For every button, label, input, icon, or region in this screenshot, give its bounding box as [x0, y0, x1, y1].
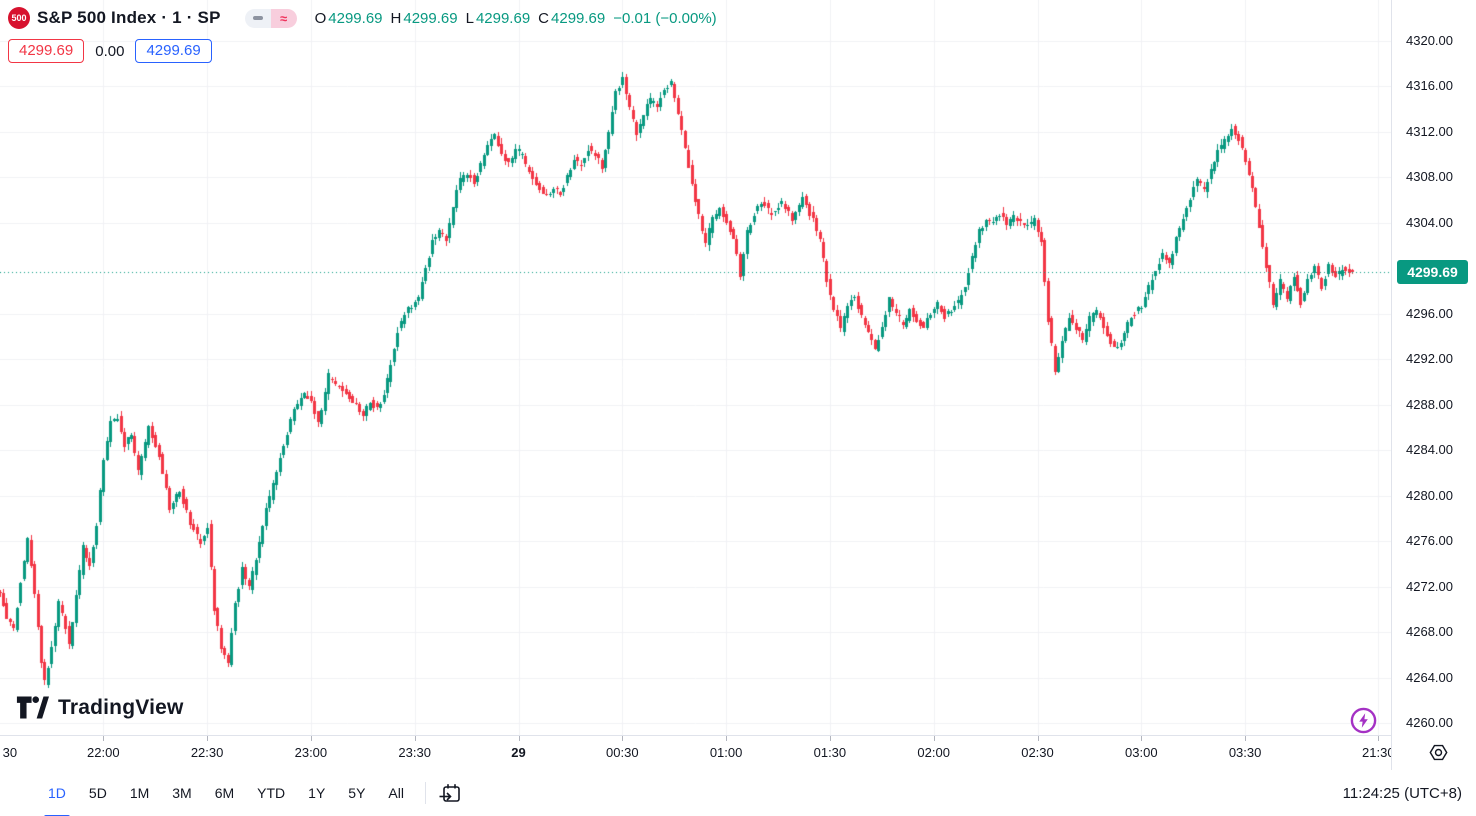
axis-corner: [1391, 735, 1476, 770]
market-status-toggle[interactable]: ≈: [244, 8, 297, 28]
sp500-logo-icon: 500: [8, 7, 30, 29]
tradingview-logo-text: TradingView: [58, 695, 184, 719]
lightning-icon[interactable]: [1349, 706, 1378, 735]
price-tick-label: 4288.00: [1406, 396, 1453, 412]
price-tick-label: 4268.00: [1406, 624, 1453, 640]
time-tick-mark: [1141, 736, 1142, 741]
time-tick-mark: [207, 736, 208, 741]
time-tick-mark: [103, 736, 104, 741]
price-tick-label: 4320.00: [1406, 33, 1453, 48]
extended-hours-icon[interactable]: ≈: [270, 8, 297, 28]
time-tick-label: 00:30: [606, 745, 639, 760]
legend-row-quotes: 4299.69 0.00 4299.69: [8, 39, 717, 63]
time-tick-mark: [1245, 736, 1246, 741]
time-tick-mark: [622, 736, 623, 741]
open-value: 4299.69: [328, 9, 383, 27]
time-tick-label: 02:00: [917, 745, 950, 760]
range-buttons: 1D 5D 1M 3M 6M YTD 1Y 5Y All: [40, 781, 419, 816]
time-tick-mark: [415, 736, 416, 741]
price-tick-label: 4272.00: [1406, 578, 1453, 594]
minimize-icon[interactable]: [244, 8, 271, 28]
time-tick-label: 03:30: [1228, 745, 1262, 760]
time-tick-label: 30: [2, 745, 18, 760]
price-scale-settings-icon[interactable]: [1426, 740, 1451, 765]
time-tick-mark: [830, 736, 831, 741]
tradingview-logo[interactable]: TradingView: [16, 694, 184, 721]
candlestick-canvas[interactable]: [0, 0, 1391, 735]
time-tick-label: 29: [511, 745, 526, 760]
price-tick-label: 4276.00: [1406, 533, 1453, 549]
time-tick-label: 22:30: [190, 745, 224, 760]
time-tick-mark: [311, 736, 312, 741]
price-tick-label: 4316.00: [1406, 78, 1453, 94]
high-label: H: [390, 9, 402, 27]
time-tick-label: 23:30: [398, 745, 431, 760]
ohlc-readout: O 4299.69 H 4299.69 L 4299.69 C 4299.69 −0.0…: [315, 10, 717, 27]
range-button-all[interactable]: All: [380, 781, 412, 805]
price-tick-label: 4304.00: [1406, 214, 1453, 230]
open-label: O: [314, 9, 327, 27]
current-price-label: 4299.69: [1397, 259, 1468, 284]
time-tick-label: 23:00: [294, 745, 328, 760]
price-tick-label: 4284.00: [1406, 442, 1453, 458]
time-tick-label: 21:30: [1362, 745, 1395, 760]
time-tick-mark: [1378, 736, 1379, 741]
high-value: 4299.69: [403, 9, 458, 27]
time-tick-mark: [1038, 736, 1039, 741]
tradingview-logo-icon: [16, 696, 49, 719]
range-button-1d[interactable]: 1D: [40, 781, 74, 816]
time-tick-label: 03:00: [1125, 745, 1158, 760]
time-tick-mark: [934, 736, 935, 741]
price-tick-label: 4280.00: [1406, 487, 1453, 503]
price-tick-label: 4292.00: [1406, 351, 1453, 367]
price-tick-label: 4260.00: [1406, 715, 1453, 730]
sell-price-button[interactable]: 4299.69: [8, 39, 85, 63]
buy-price-button[interactable]: 4299.69: [135, 39, 212, 63]
close-value: 4299.69: [551, 9, 606, 27]
symbol-title[interactable]: S&P 500 Index · 1 · SP: [37, 8, 221, 27]
range-button-5y[interactable]: 5Y: [340, 781, 373, 805]
go-to-date-button[interactable]: [438, 781, 463, 806]
spread-value: 0.00: [95, 42, 125, 60]
calendar-arrow-icon: [439, 783, 460, 802]
price-tick-label: 4312.00: [1406, 123, 1453, 139]
time-tick-mark: [519, 736, 520, 741]
time-axis[interactable]: 30 22:00 22:30 23:00 23:30 29 00:30 01:00 01:30 0…: [0, 735, 1395, 770]
price-tick-label: 4296.00: [1406, 305, 1453, 321]
change-value: −0.01 (−0.00%): [613, 9, 717, 27]
session-clock[interactable]: 11:24:25 (UTC+8): [1342, 784, 1462, 802]
bottom-toolbar: 1D 5D 1M 3M 6M YTD 1Y 5Y All 11:24:25 (UTC+8): [0, 770, 1476, 816]
range-button-ytd[interactable]: YTD: [249, 781, 293, 805]
range-button-1m[interactable]: 1M: [122, 781, 157, 805]
time-tick-label: 01:00: [709, 745, 743, 760]
close-label: C: [538, 9, 550, 27]
price-tick-label: 4264.00: [1406, 669, 1453, 685]
range-button-6m[interactable]: 6M: [207, 781, 242, 805]
range-button-3m[interactable]: 3M: [164, 781, 199, 805]
range-button-5d[interactable]: 5D: [81, 781, 115, 805]
time-tick-label: 01:30: [813, 745, 847, 760]
time-tick-label: 22:00: [87, 745, 120, 760]
price-tick-label: 4308.00: [1406, 169, 1453, 185]
low-value: 4299.69: [475, 9, 531, 27]
low-label: L: [465, 9, 474, 27]
toolbar-divider: [424, 782, 426, 804]
time-tick-label: 02:30: [1021, 745, 1054, 760]
time-tick-mark: [726, 736, 727, 741]
price-axis[interactable]: 4299.69 4320.00 4316.00 4312.00 4308.00 4304…: [1391, 0, 1476, 735]
range-button-1y[interactable]: 1Y: [300, 781, 333, 805]
